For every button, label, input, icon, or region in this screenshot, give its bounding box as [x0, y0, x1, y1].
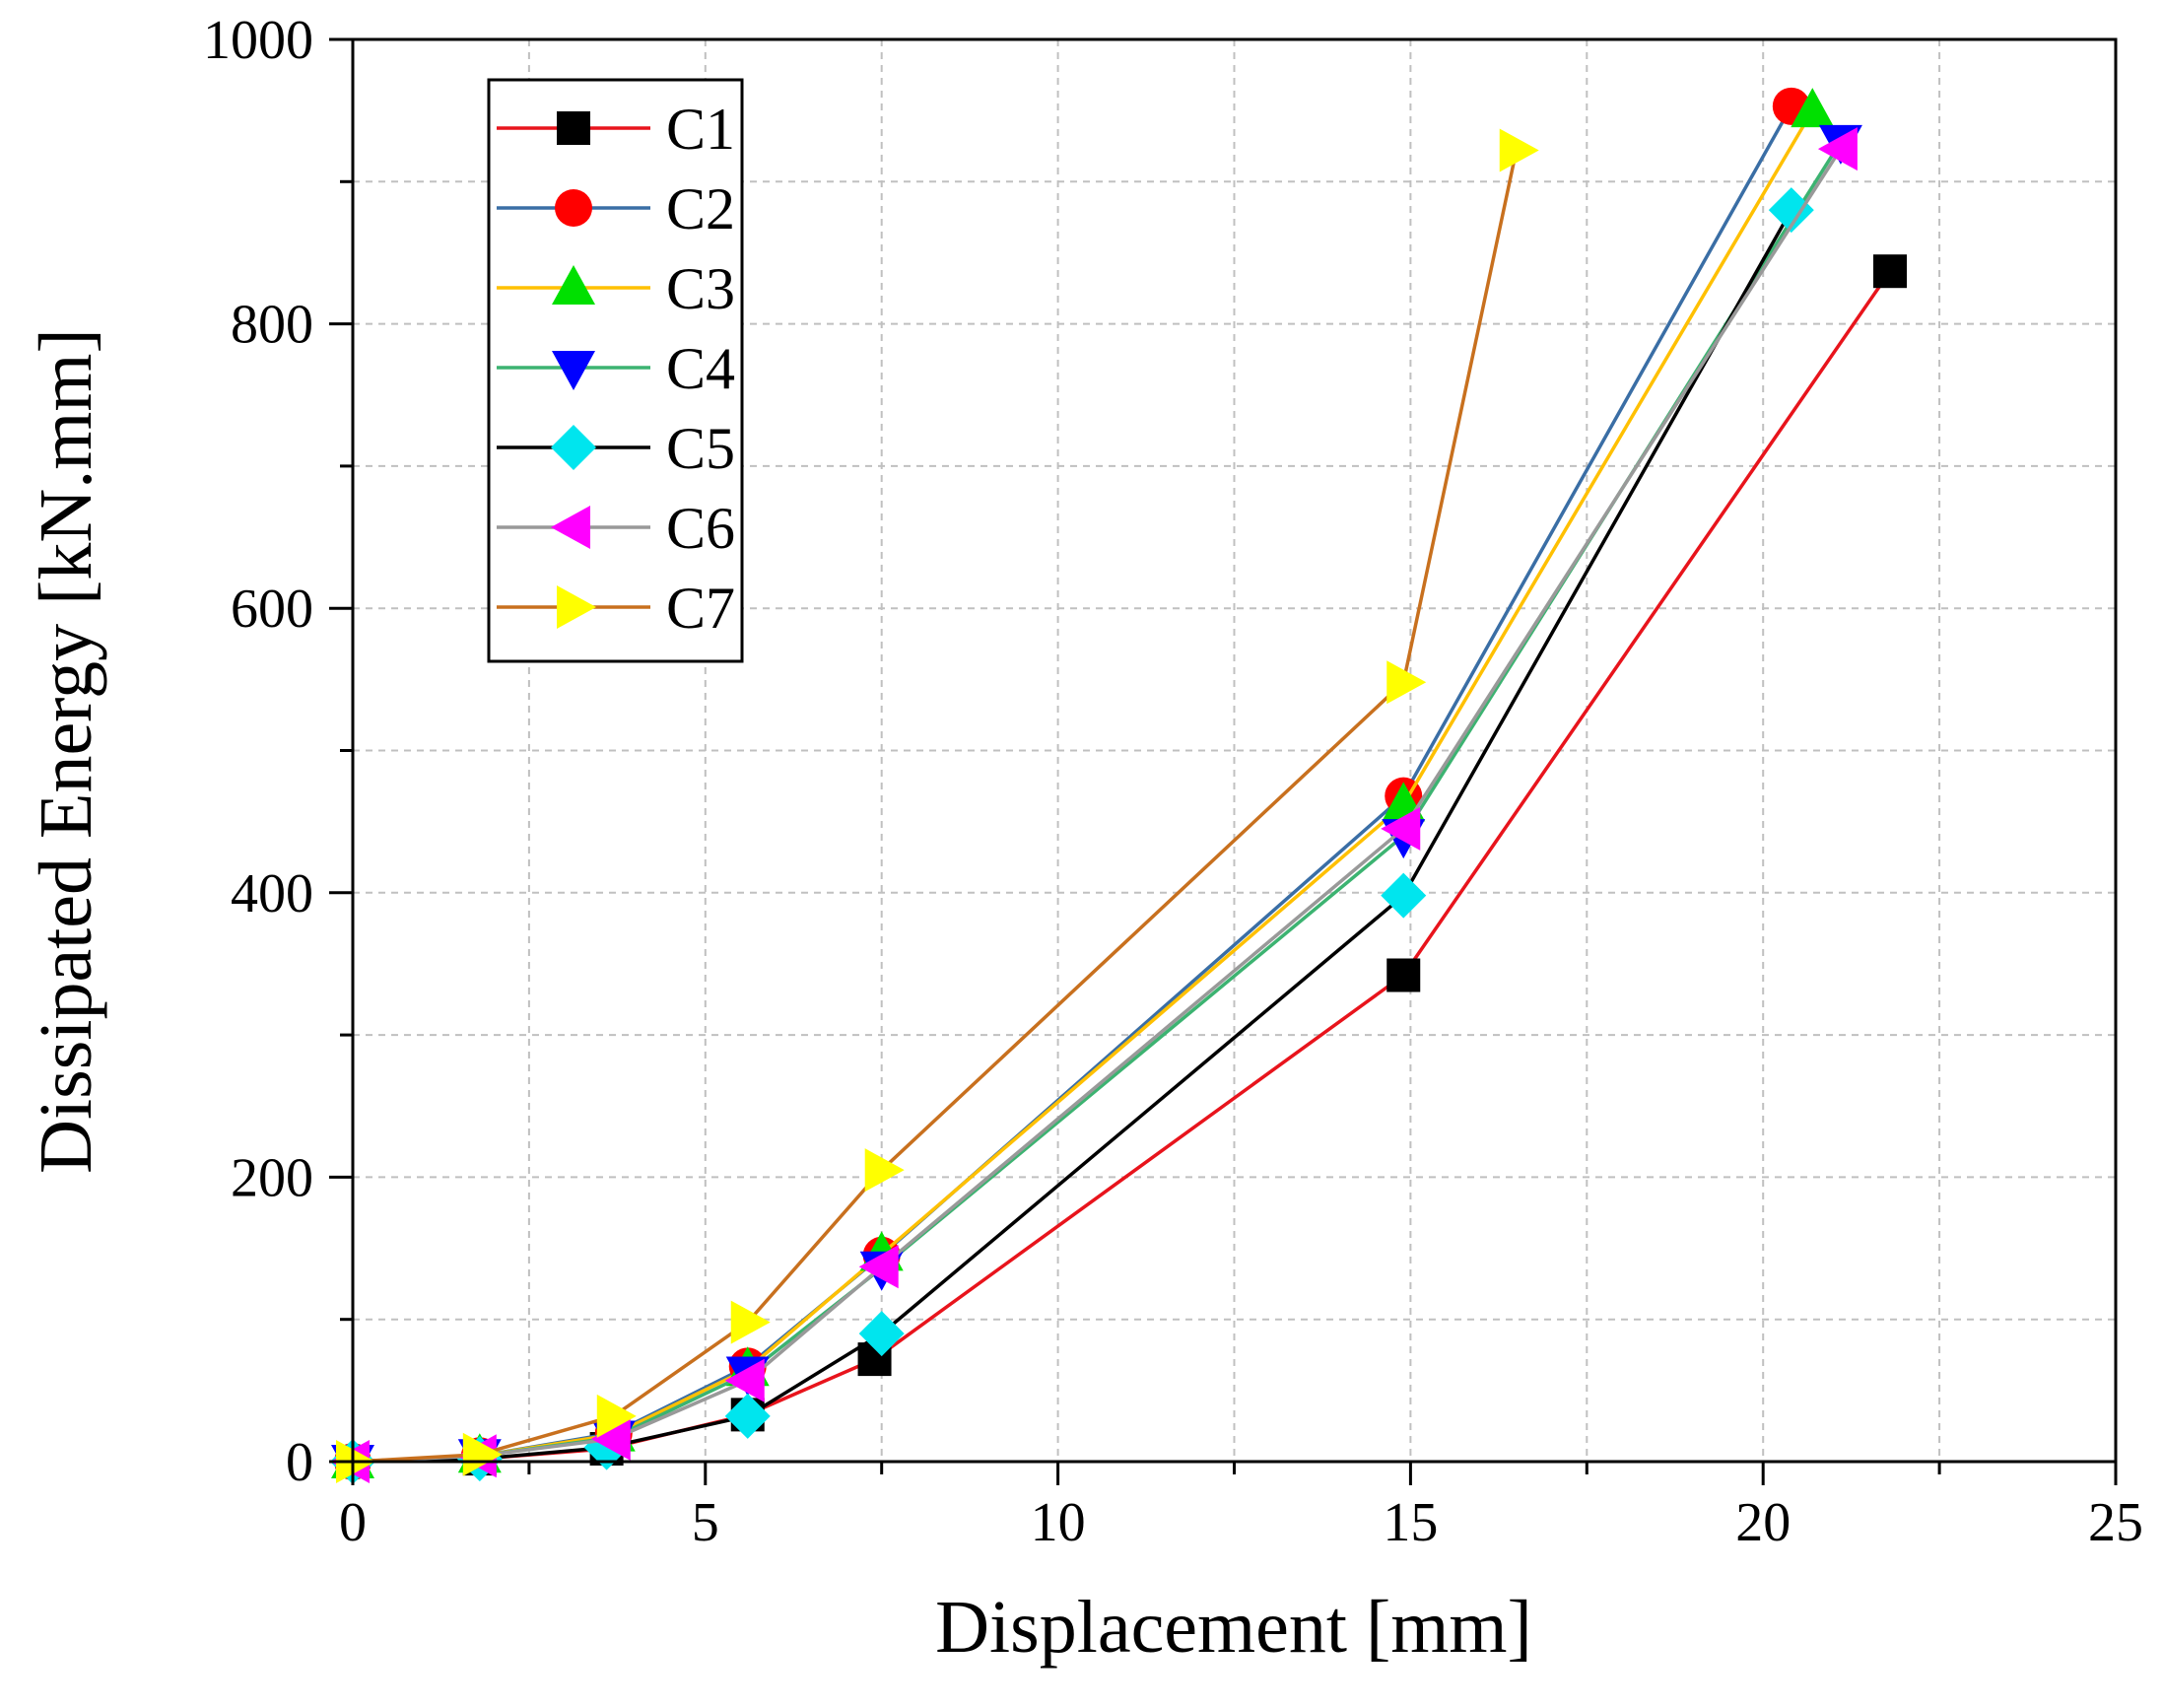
legend-label-c5: C5 [666, 416, 735, 481]
x-tick-label: 25 [2088, 1492, 2143, 1553]
legend-label-c6: C6 [666, 496, 735, 561]
legend-marker-c3 [552, 265, 595, 305]
legend-marker-c6 [551, 506, 590, 549]
legend-item-c4: C4 [497, 336, 735, 401]
series-c6-point [1817, 127, 1858, 171]
legend: C1 C2 C3 C4 C5 C6 C7 [487, 78, 744, 663]
axes: 0 5 10 15 20 25 0 200 400 600 800 1000 [203, 10, 2143, 1553]
x-tick-label: 10 [1031, 1492, 1086, 1553]
y-tick-label: 400 [231, 863, 313, 924]
series-c1-point [1873, 254, 1908, 289]
series-c5-point [1381, 872, 1427, 919]
series-c7-point [596, 1394, 637, 1438]
series-c5-point [858, 1311, 905, 1357]
y-tick-label: 200 [231, 1147, 313, 1208]
series-c1-point [1386, 958, 1421, 992]
series-c7-point [864, 1148, 905, 1193]
legend-marker-c1 [557, 111, 590, 145]
legend-marker-c5 [551, 425, 596, 470]
x-tick-label: 15 [1383, 1492, 1438, 1553]
legend-label-c2: C2 [666, 176, 735, 241]
series-c3-point [1791, 88, 1835, 128]
series-c6-point [1381, 806, 1421, 851]
y-tick-label: 800 [231, 295, 313, 356]
x-tick-label: 20 [1735, 1492, 1791, 1553]
y-tick-label: 1000 [203, 10, 313, 71]
x-tick-label: 5 [692, 1492, 719, 1553]
legend-box [487, 78, 744, 663]
series-c7-point [730, 1300, 771, 1344]
series-c7-point [1499, 128, 1539, 172]
legend-item-c3: C3 [497, 256, 735, 321]
series-c6-point [858, 1245, 899, 1289]
legend-item-c6: C6 [497, 496, 735, 561]
legend-item-c2: C2 [497, 176, 735, 241]
series-c6-point [590, 1416, 631, 1461]
legend-marker-c2 [555, 189, 592, 227]
series-c7-point [462, 1432, 503, 1476]
legend-item-c5: C5 [497, 416, 735, 481]
x-tick-label: 0 [339, 1492, 367, 1553]
x-axis-title: Displacement [mm] [935, 1586, 1532, 1669]
legend-marker-c7 [557, 585, 596, 629]
series-c6-point [724, 1358, 765, 1402]
legend-marker-c4 [552, 351, 595, 390]
series-c7 [336, 128, 1539, 1483]
legend-label-c7: C7 [666, 576, 735, 641]
legend-label-c3: C3 [666, 256, 735, 321]
y-tick-label: 0 [286, 1432, 313, 1493]
series-c7-point [1386, 660, 1427, 705]
series-c5-point [1768, 187, 1814, 234]
y-tick-label: 600 [231, 579, 313, 640]
legend-label-c4: C4 [666, 336, 735, 401]
legend-item-c7: C7 [497, 576, 735, 641]
series-c5-point [724, 1393, 771, 1439]
legend-item-c1: C1 [497, 97, 735, 162]
y-axis-title: Dissipated Energy [kN.mm] [25, 328, 107, 1174]
legend-label-c1: C1 [666, 97, 735, 162]
